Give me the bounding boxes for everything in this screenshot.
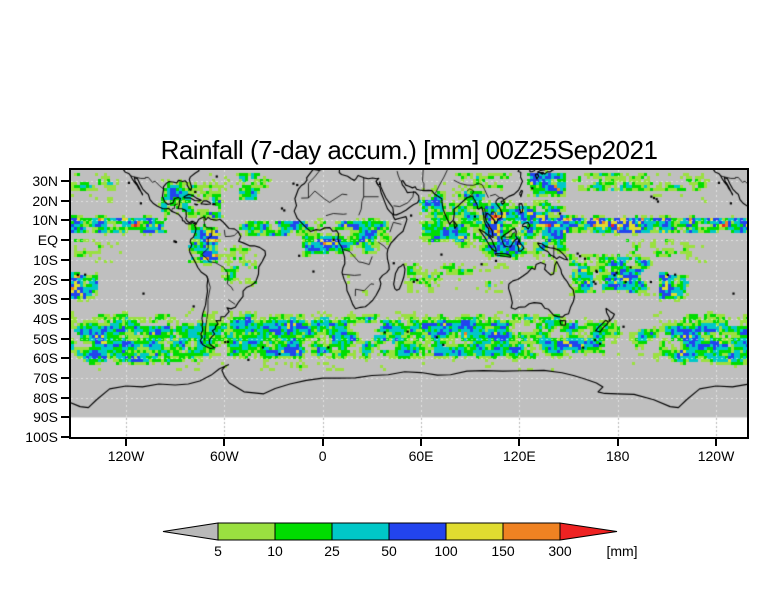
lat-tick-label: 50S bbox=[33, 330, 58, 347]
lon-tick-label: 180 bbox=[606, 448, 630, 464]
lon-tick-label: 120W bbox=[697, 448, 735, 464]
colorbar-level-label: 50 bbox=[381, 543, 397, 559]
colorbar-level-label: 300 bbox=[548, 543, 572, 559]
lat-tick-label: 60S bbox=[33, 350, 58, 367]
colorbar-below-arrow bbox=[162, 522, 219, 541]
lon-tick-mark bbox=[321, 439, 324, 446]
lat-tick-label: 80S bbox=[33, 389, 58, 406]
lon-tick-label: 120E bbox=[503, 448, 536, 464]
colorbar-segment bbox=[274, 522, 333, 541]
lat-tick-label: EQ bbox=[37, 232, 58, 249]
lat-tick-mark bbox=[61, 239, 69, 242]
lat-tick-label: 20N bbox=[32, 192, 58, 209]
lon-tick-mark bbox=[223, 439, 226, 446]
lat-tick-mark bbox=[61, 337, 69, 340]
lat-tick-mark bbox=[61, 436, 69, 439]
lat-tick-mark bbox=[61, 377, 69, 380]
lon-tick-mark bbox=[616, 439, 619, 446]
colorbar-above-arrow bbox=[559, 522, 618, 541]
lon-tick-mark bbox=[715, 439, 718, 446]
lon-tick-mark bbox=[518, 439, 521, 446]
lat-tick-mark bbox=[61, 258, 69, 261]
lat-tick-label: 100S bbox=[25, 429, 58, 446]
colorbar-level-label: 150 bbox=[491, 543, 515, 559]
lat-tick-label: 90S bbox=[33, 409, 58, 426]
lon-tick-mark bbox=[125, 439, 128, 446]
lat-tick-label: 10S bbox=[33, 251, 58, 268]
colorbar-segment bbox=[445, 522, 504, 541]
colorbar-unit-label: [mm] bbox=[606, 543, 638, 559]
lat-tick-label: 10N bbox=[32, 212, 58, 229]
colorbar-level-label: 25 bbox=[324, 543, 340, 559]
colorbar-segment bbox=[217, 522, 276, 541]
lat-tick-mark bbox=[61, 416, 69, 419]
lon-tick-mark bbox=[420, 439, 423, 446]
lon-tick-label: 120W bbox=[107, 448, 145, 464]
colorbar-segment bbox=[388, 522, 447, 541]
lat-tick-mark bbox=[61, 396, 69, 399]
colorbar-level-label: 100 bbox=[434, 543, 458, 559]
lat-tick-label: 40S bbox=[33, 310, 58, 327]
colorbar-level-label: 5 bbox=[214, 543, 222, 559]
colorbar-segment bbox=[502, 522, 561, 541]
lon-tick-label: 60E bbox=[408, 448, 434, 464]
colorbar-segment bbox=[331, 522, 390, 541]
lon-tick-label: 0 bbox=[318, 448, 327, 464]
lat-tick-mark bbox=[61, 199, 69, 202]
plot-title: Rainfall (7-day accum.) [mm] 00Z25Sep202… bbox=[160, 135, 658, 165]
lat-tick-mark bbox=[61, 219, 69, 222]
lat-tick-label: 30N bbox=[32, 172, 58, 189]
lat-tick-label: 30S bbox=[33, 291, 58, 308]
colorbar bbox=[162, 522, 618, 541]
lat-tick-mark bbox=[61, 357, 69, 360]
lat-tick-label: 70S bbox=[33, 370, 58, 387]
lat-tick-mark bbox=[61, 278, 69, 281]
lat-tick-label: 20S bbox=[33, 271, 58, 288]
colorbar-level-label: 10 bbox=[267, 543, 283, 559]
rainfall-map-canvas bbox=[71, 170, 747, 437]
lat-tick-mark bbox=[61, 317, 69, 320]
lat-tick-mark bbox=[61, 298, 69, 301]
lat-tick-mark bbox=[61, 179, 69, 182]
lon-tick-label: 60W bbox=[209, 448, 239, 464]
